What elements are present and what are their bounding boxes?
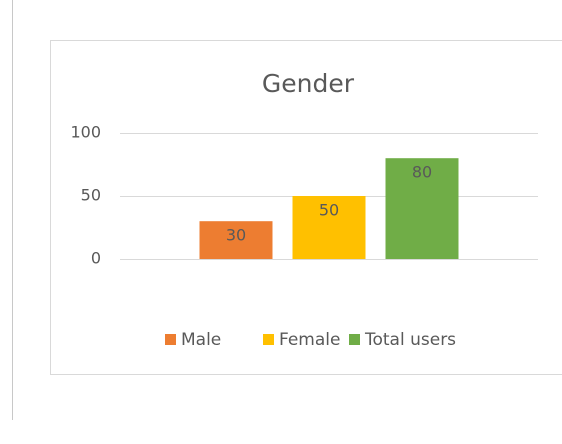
data-label: 50: [319, 201, 339, 220]
legend-swatch: [165, 334, 176, 345]
legend-label: Total users: [364, 330, 456, 350]
bar: [385, 158, 459, 259]
legend-swatch: [263, 334, 274, 345]
chart-title: Gender: [262, 69, 355, 98]
data-label: 80: [412, 163, 432, 182]
y-tick-label: 50: [81, 186, 101, 205]
y-tick-label: 0: [91, 249, 101, 268]
y-tick-label: 100: [70, 123, 101, 142]
bar: [199, 221, 273, 259]
legend-label: Male: [181, 330, 221, 350]
bar: [292, 196, 366, 259]
legend-label: Female: [279, 330, 340, 350]
data-label: 30: [226, 226, 246, 245]
legend-swatch: [349, 334, 360, 345]
